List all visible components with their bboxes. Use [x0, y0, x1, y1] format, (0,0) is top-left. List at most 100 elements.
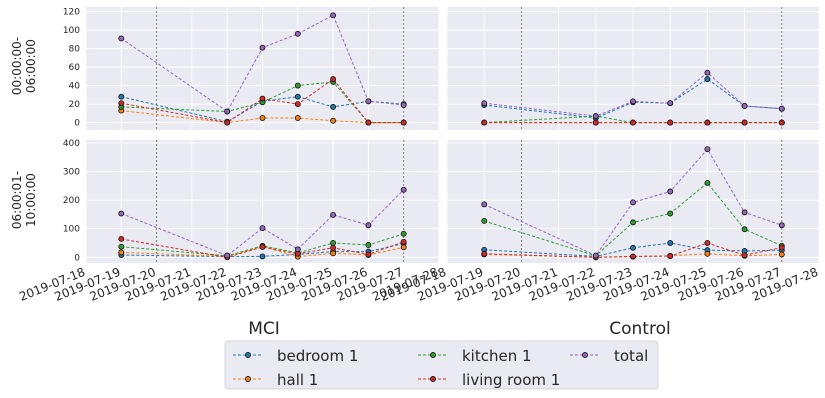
point-living-room-1	[259, 244, 266, 250]
point-total	[481, 201, 488, 208]
row-label-top-line2: 06:00:00	[24, 39, 38, 93]
point-hall-1	[400, 244, 407, 251]
point-total	[667, 100, 674, 107]
y-tick-label: 60	[69, 63, 81, 73]
panel-mci-1: 01002003004002019-07-182019-07-192019-07…	[17, 139, 440, 304]
legend-marker-bedroom-1	[245, 352, 251, 358]
point-kitchen-1	[667, 210, 674, 217]
point-total	[741, 209, 748, 216]
y-tick-label: 20	[69, 100, 81, 110]
point-living-room-1	[118, 236, 125, 242]
point-living-room-1	[630, 119, 636, 126]
point-hall-1	[704, 250, 711, 257]
point-total	[224, 252, 231, 259]
point-total	[481, 100, 488, 107]
legend-label-total: total	[614, 347, 648, 365]
y-tick-label: 200	[63, 196, 80, 206]
point-total	[224, 108, 231, 115]
point-living-room-1	[778, 244, 785, 251]
point-total	[704, 69, 711, 76]
point-total	[400, 186, 407, 193]
point-total	[741, 103, 748, 109]
legend-label-kitchen-1: kitchen 1	[462, 347, 532, 365]
point-total	[778, 105, 785, 112]
row-label-bottom-line2: 10:00:00	[24, 173, 38, 227]
point-hall-1	[778, 251, 785, 258]
y-tick-label: 100	[63, 26, 80, 36]
legend-label-bedroom-1: bedroom 1	[277, 347, 358, 365]
point-total	[118, 210, 125, 217]
legend-marker-total	[582, 352, 588, 358]
y-tick-label: 40	[69, 82, 81, 92]
point-total	[294, 246, 301, 253]
point-bedroom-1	[704, 76, 711, 83]
point-total	[630, 199, 636, 206]
point-living-room-1	[667, 119, 674, 126]
y-tick-label: 120	[63, 8, 80, 18]
point-living-room-1	[294, 101, 301, 108]
y-tick-label: 80	[69, 45, 81, 55]
point-bedroom-1	[259, 253, 266, 260]
point-living-room-1	[400, 238, 407, 245]
panel-control-0	[446, 7, 820, 130]
point-total	[592, 252, 599, 259]
point-kitchen-1	[741, 226, 748, 233]
point-kitchen-1	[400, 230, 407, 237]
legend-label-hall-1: hall 1	[277, 371, 318, 389]
point-living-room-1	[778, 119, 785, 126]
y-tick-label: 0	[74, 119, 80, 129]
point-total	[259, 44, 266, 51]
point-living-room-1	[741, 119, 748, 126]
y-tick-label: 400	[63, 139, 80, 149]
point-kitchen-1	[704, 179, 711, 186]
point-living-room-1	[259, 95, 266, 102]
legend-marker-kitchen-1	[430, 352, 436, 358]
point-total	[778, 222, 785, 229]
point-living-room-1	[592, 119, 599, 126]
facet-title-mci: MCI	[248, 319, 280, 339]
row-label-bottom-line1: 06:00:01-	[10, 171, 24, 229]
y-tick-label: 300	[63, 167, 80, 177]
legend-marker-hall-1	[245, 376, 251, 382]
row-label-top-line1: 00:00:00-	[10, 37, 24, 95]
point-total	[365, 98, 372, 105]
point-kitchen-1	[630, 219, 636, 226]
point-kitchen-1	[330, 240, 337, 246]
legend-frame	[224, 340, 659, 390]
point-total	[630, 98, 636, 105]
point-bedroom-1	[330, 103, 337, 110]
y-tick-label: 100	[63, 225, 80, 235]
point-hall-1	[330, 117, 337, 124]
point-living-room-1	[481, 119, 488, 126]
point-living-room-1	[224, 119, 231, 126]
facet-title-control: Control	[609, 319, 670, 339]
point-total	[400, 102, 407, 108]
row-label-bottom: 06:00:01- 10:00:00	[10, 171, 38, 229]
point-total	[118, 35, 125, 42]
point-hall-1	[259, 115, 266, 121]
point-total	[330, 12, 337, 19]
point-total	[294, 30, 301, 37]
panel-control-1: 2019-07-182019-07-192019-07-202019-07-21…	[378, 140, 820, 304]
point-living-room-1	[667, 253, 674, 260]
point-living-room-1	[365, 251, 372, 258]
panel-mci-0: 0 20 40 60 80 100 120	[63, 7, 440, 130]
point-living-room-1	[330, 76, 337, 83]
point-living-room-1	[330, 244, 337, 251]
point-bedroom-1	[630, 244, 636, 251]
legend-marker-living-room-1	[430, 376, 436, 382]
point-hall-1	[294, 115, 301, 121]
legend-label-living-room-1: living room 1	[462, 371, 560, 389]
point-living-room-1	[365, 119, 372, 126]
point-total	[330, 211, 337, 218]
point-living-room-1	[118, 100, 125, 107]
point-kitchen-1	[365, 242, 372, 248]
point-living-room-1	[481, 250, 488, 257]
point-living-room-1	[741, 252, 748, 259]
row-label-top: 00:00:00- 06:00:00	[10, 37, 38, 95]
point-living-room-1	[704, 119, 711, 126]
point-total	[259, 225, 266, 232]
point-living-room-1	[400, 119, 407, 126]
